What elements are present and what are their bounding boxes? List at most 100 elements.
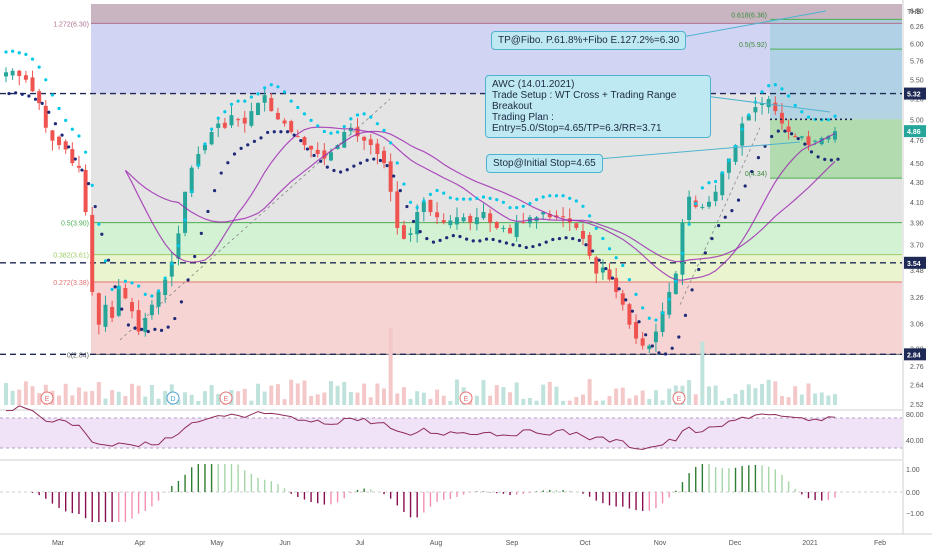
wt-slow-dot [226, 161, 230, 165]
price-tick-label: 5.50 [910, 78, 924, 85]
price-tick-label: 5.00 [910, 117, 924, 124]
wt-slow-dot [551, 237, 555, 242]
time-tick-label: Feb [874, 540, 886, 547]
time-tick-label: Aug [430, 540, 443, 547]
candle [819, 138, 824, 145]
fib-label-0: 1.272(6.30) [53, 21, 89, 28]
volume-bar [282, 399, 287, 405]
wt-slow-dot [511, 243, 515, 247]
volume-bar [163, 391, 168, 405]
wt-fast-dot [97, 222, 101, 226]
wt-slow-dot [584, 243, 588, 247]
wt-slow-dot [518, 244, 522, 248]
candle [733, 145, 738, 162]
wt-fast-dot [700, 186, 704, 190]
volume-bar [514, 382, 519, 405]
wt-slow-dot [299, 139, 303, 143]
volume-bar [103, 398, 108, 405]
wt-fast-dot [833, 114, 837, 118]
wt-fast-dot [296, 105, 300, 110]
candle [667, 291, 672, 315]
volume-bar [441, 395, 446, 405]
wt-fast-dot [289, 99, 293, 103]
volume-bar [547, 381, 552, 405]
wt-slow-dot [93, 204, 97, 209]
wt-fast-dot [362, 112, 366, 116]
wt-fast-dot [375, 122, 379, 126]
volume-bar [501, 387, 506, 405]
candle [295, 136, 300, 138]
volume-bar [328, 381, 333, 405]
wt-fast-dot [355, 113, 360, 117]
candle [600, 267, 605, 273]
wt-fast-dot [256, 92, 260, 96]
fib-label-3: 0.272(3.38) [53, 280, 89, 287]
volume-bar [242, 388, 247, 405]
wt-fast-dot [481, 195, 486, 199]
wt-slow-dot [431, 240, 436, 244]
wt-fast-dot [70, 127, 74, 131]
candle [514, 222, 519, 238]
volume-bar [614, 388, 619, 405]
rsi-tick-label: 40.00 [906, 438, 924, 445]
wt-fast-dot [641, 306, 645, 310]
candle [216, 123, 221, 128]
wt-slow-dot [186, 278, 190, 282]
wt-fast-dot [588, 214, 592, 218]
volume-bar [110, 390, 115, 405]
wt-slow-dot [239, 146, 243, 150]
wt-slow-dot [272, 130, 276, 134]
volume-bar [57, 395, 62, 405]
wt-fast-dot [581, 204, 585, 208]
candle [10, 70, 15, 76]
volume-bar [116, 391, 121, 405]
candle [481, 212, 486, 219]
candle [640, 338, 645, 346]
wt-fast-dot [329, 131, 333, 135]
wt-slow-dot [159, 328, 164, 333]
volume-bar [574, 396, 579, 405]
candle [673, 273, 678, 295]
wt-slow-dot [392, 174, 396, 178]
candle [348, 127, 353, 132]
rsi-line [5, 405, 836, 450]
trade-setup-annotation: AWC (14.01.2021) Trade Setup : WT Cross … [485, 75, 711, 138]
candle [183, 191, 188, 233]
candle [634, 321, 639, 339]
wt-slow-dot [179, 300, 184, 304]
volume-bar [594, 400, 599, 405]
ext-label-2: 0(4.34) [745, 171, 767, 178]
wt-slow-dot [199, 231, 203, 235]
wt-slow-dot [803, 142, 807, 146]
volume-bar [408, 398, 413, 405]
volume-bar [620, 387, 625, 405]
candle [541, 212, 546, 215]
event-label-2: E [224, 396, 229, 403]
wt-slow-dot [53, 122, 58, 126]
wt-slow-dot [126, 323, 130, 327]
volume-bar [136, 385, 141, 405]
candle [580, 230, 585, 239]
volume-bar [627, 398, 632, 405]
volume-bar [176, 399, 181, 405]
wt-fast-dot [501, 200, 505, 204]
wt-slow-dot [736, 198, 741, 202]
wt-slow-dot [524, 245, 528, 250]
volume-bar [196, 400, 201, 405]
wt-slow-dot [212, 189, 217, 193]
volume-bar [362, 383, 367, 405]
wt-slow-dot [504, 241, 508, 245]
wt-slow-dot [246, 143, 250, 147]
histogram-tick-label: −1.00 [906, 511, 924, 518]
wt-fast-dot [302, 112, 307, 116]
volume-bar [428, 399, 433, 405]
wt-slow-dot [723, 215, 727, 219]
price-badge-2 [904, 256, 926, 269]
histogram-tick-label: 1.00 [906, 467, 920, 474]
wt-slow-dot [86, 182, 91, 186]
wt-fast-dot [229, 102, 234, 106]
wt-fast-dot [561, 194, 565, 198]
price-tick-label: 6.00 [910, 42, 924, 49]
candle [50, 130, 55, 141]
